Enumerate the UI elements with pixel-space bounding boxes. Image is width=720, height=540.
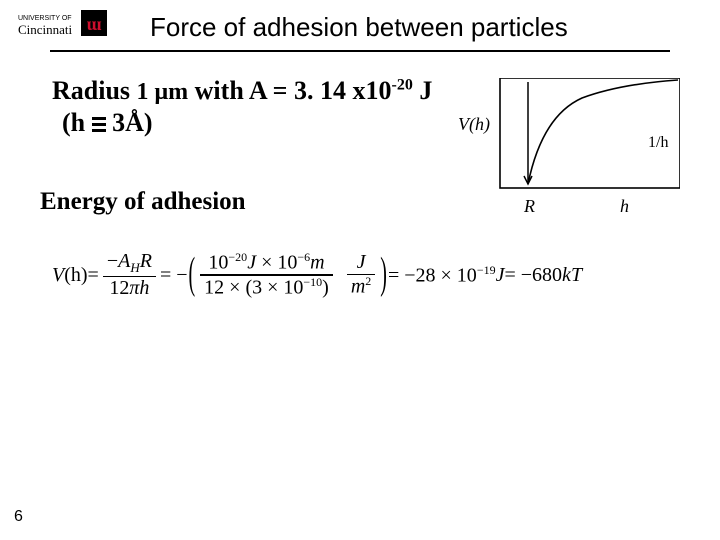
radius-exp: -20 [392,76,413,93]
svg-text:UNIVERSITY OF: UNIVERSITY OF [18,15,72,22]
eq-j: J [496,264,505,287]
page-number: 6 [14,508,23,526]
radius-value: 1 μm [137,79,189,105]
vh-plot: V(h) 1/h R h [450,78,680,218]
eq-result-1: = −28 × 10−19 [388,263,496,288]
radius-line: Radius 1 μm with A = 3. 14 x10-20 J [52,76,432,106]
eq-T: T [571,264,582,287]
eq-lparen: ( [188,250,197,301]
eq-k: k [562,264,571,287]
eq-unit-frac: J m2 [347,251,375,299]
eq-rparen: ) [379,250,388,301]
title-underline [50,50,670,52]
radius-suffix: J [413,76,433,105]
adhesion-equation: V(h) = −AHR 12πh = − ( 10−20J × 10−6m 12… [52,250,582,300]
eq-frac-2: 10−20J × 10−6m 12 × (3 × 10−10) [200,251,333,300]
one-over-h-label: 1/h [648,134,668,152]
r-axis-label: R [524,196,535,217]
uc-logo: ɯ UNIVERSITY OF Cincinnati [18,10,128,48]
eq-frac-1: −AHR 12πh [103,250,156,300]
eq-vh: V(h) [52,264,88,287]
h-open: (h [62,108,92,137]
svg-text:Cincinnati: Cincinnati [18,22,73,37]
eq-result-2: = −680 [504,264,562,287]
approx-symbol [92,113,106,135]
energy-of-adhesion-label: Energy of adhesion [40,188,246,216]
radius-mid: with A = 3. 14 x10 [188,76,391,105]
svg-text:ɯ: ɯ [87,14,102,34]
h-val: 3Å) [106,108,153,137]
eq-equals-1: = [88,264,99,287]
vh-axis-label: V(h) [458,114,490,135]
eq-equals-2: = − [160,264,188,287]
h-line: (h 3Å) [62,108,153,138]
radius-prefix: Radius [52,76,137,105]
h-axis-label: h [620,196,629,217]
slide-title: Force of adhesion between particles [150,12,568,43]
